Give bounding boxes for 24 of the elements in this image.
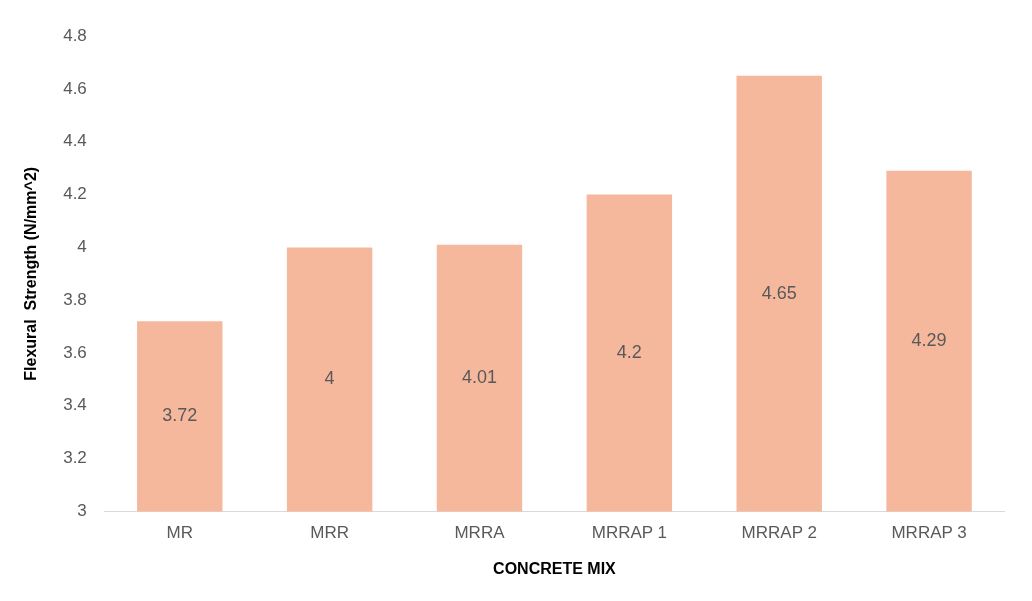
data-label: 4.29 [911,330,947,351]
x-tick-label: MRRAP 1 [591,523,667,543]
y-tick-label: 3.6 [63,342,87,362]
data-label: 4 [324,368,335,389]
y-tick-label: 3 [77,501,87,521]
y-tick-label: 3.8 [63,289,87,309]
y-tick-label: 4.8 [63,25,87,45]
data-label: 4.01 [461,367,498,388]
x-tick-label: MR [166,523,193,543]
y-tick-label: 4.2 [63,184,87,204]
x-tick-label: MRR [310,523,349,543]
y-tick-label: 4 [77,237,87,257]
y-tick-label: 4.4 [63,131,87,151]
y-axis-title: Flexural Strength (N/mm^2) [22,166,40,381]
x-tick-label: MRRAP 2 [741,523,817,543]
data-label: 4.65 [761,282,797,303]
x-tick-label: MRRA [454,523,506,543]
y-tick-label: 3.4 [63,395,87,415]
data-label: 3.72 [162,405,198,426]
data-label: 4.2 [616,341,642,362]
y-tick-label: 3.2 [63,448,87,468]
x-axis-title: CONCRETE MIX [493,559,617,577]
y-tick-label: 4.6 [63,78,87,98]
x-tick-label: MRRAP 3 [891,523,967,543]
